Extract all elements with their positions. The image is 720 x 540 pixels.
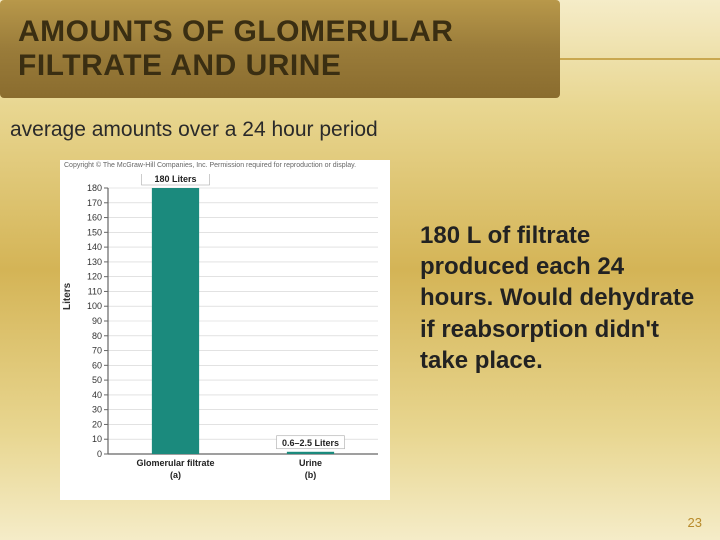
svg-text:100: 100: [87, 301, 102, 311]
svg-text:130: 130: [87, 257, 102, 267]
svg-text:150: 150: [87, 227, 102, 237]
slide-title: AMOUNTS OF GLOMERULAR FILTRATE AND URINE: [18, 15, 542, 84]
svg-text:180 Liters: 180 Liters: [154, 174, 196, 184]
svg-text:80: 80: [92, 331, 102, 341]
title-box: AMOUNTS OF GLOMERULAR FILTRATE AND URINE: [0, 0, 560, 98]
svg-text:140: 140: [87, 242, 102, 252]
svg-text:(a): (a): [170, 470, 181, 480]
svg-text:(b): (b): [305, 470, 317, 480]
svg-text:Glomerular filtrate: Glomerular filtrate: [136, 458, 214, 468]
svg-text:160: 160: [87, 213, 102, 223]
svg-text:0: 0: [97, 449, 102, 459]
svg-text:0.6–2.5 Liters: 0.6–2.5 Liters: [282, 438, 339, 448]
bar-chart: 0 10 20 30 40 50 60 70 80 90 100 110 120 130 140 150 160…: [60, 174, 390, 494]
svg-text:120: 120: [87, 272, 102, 282]
svg-text:30: 30: [92, 405, 102, 415]
subtitle: average amounts over a 24 hour period: [10, 118, 378, 142]
svg-text:20: 20: [92, 419, 102, 429]
svg-text:90: 90: [92, 316, 102, 326]
svg-text:40: 40: [92, 390, 102, 400]
svg-text:170: 170: [87, 198, 102, 208]
slide-number: 23: [688, 515, 702, 530]
svg-text:10: 10: [92, 434, 102, 444]
svg-text:110: 110: [88, 286, 102, 296]
title-rule: [560, 58, 720, 60]
chart-container: Copyright © The McGraw-Hill Companies, I…: [60, 160, 390, 500]
svg-text:60: 60: [92, 360, 102, 370]
svg-text:50: 50: [92, 375, 102, 385]
svg-text:70: 70: [92, 346, 102, 356]
body-text: 180 L of filtrate produced each 24 hours…: [420, 220, 700, 376]
chart-copyright: Copyright © The McGraw-Hill Companies, I…: [64, 162, 356, 169]
svg-text:Urine: Urine: [299, 458, 322, 468]
svg-text:180: 180: [87, 183, 102, 193]
